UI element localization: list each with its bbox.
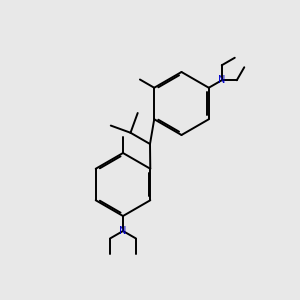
Text: N: N: [218, 75, 226, 85]
Text: N: N: [119, 226, 127, 236]
